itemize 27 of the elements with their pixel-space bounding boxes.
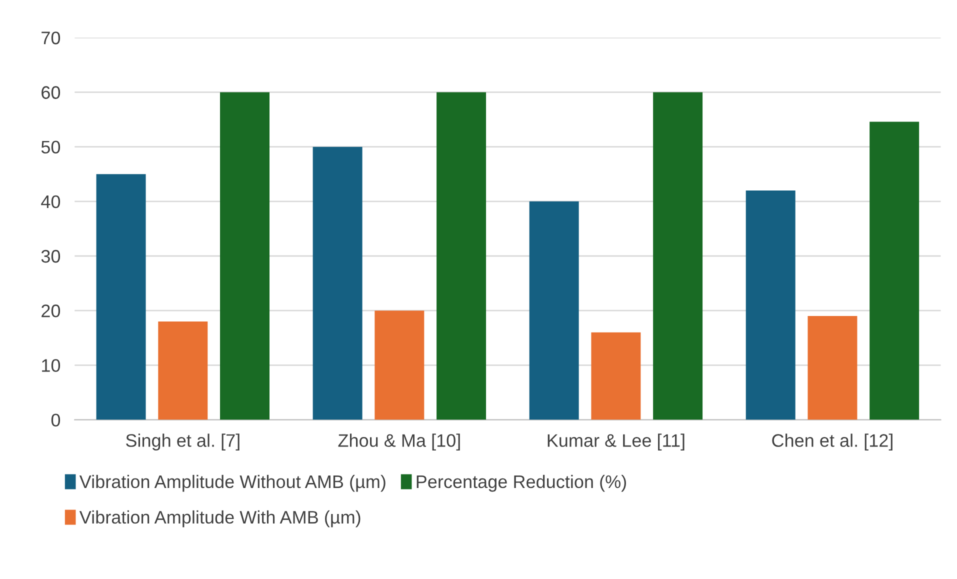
x-tick-label: Zhou & Ma [10] (338, 434, 460, 450)
y-tick-label: 0 (51, 414, 60, 426)
y-tick-label: 10 (42, 359, 60, 372)
bar (529, 201, 579, 420)
bar (808, 316, 858, 420)
y-tick-label: 20 (42, 304, 60, 318)
y-tick-label: 30 (41, 250, 60, 263)
bar (96, 174, 146, 420)
bar (653, 92, 703, 420)
x-tick-label: Chen et al. [12] (772, 434, 892, 450)
bar (312, 146, 362, 420)
y-tick-label: 40 (41, 195, 60, 208)
bar (374, 310, 424, 420)
bar (870, 122, 920, 420)
bar (220, 92, 270, 420)
bar (436, 92, 486, 420)
bar (746, 190, 796, 420)
bar (158, 322, 208, 420)
legend-label: Vibration Amplitude With AMB (µm) (79, 510, 360, 528)
x-tick-label: Kumar & Lee [11] (548, 434, 684, 450)
legend-label: Percentage Reduction (%) (416, 474, 626, 492)
y-tick-label: 60 (42, 86, 60, 99)
x-tick-label: Singh et al. [7] (126, 434, 240, 450)
bar (591, 332, 641, 420)
y-tick-label: 50 (41, 140, 60, 154)
y-tick-label: 70 (42, 32, 60, 44)
legend-label: Vibration Amplitude Without AMB (µm) (79, 474, 386, 492)
